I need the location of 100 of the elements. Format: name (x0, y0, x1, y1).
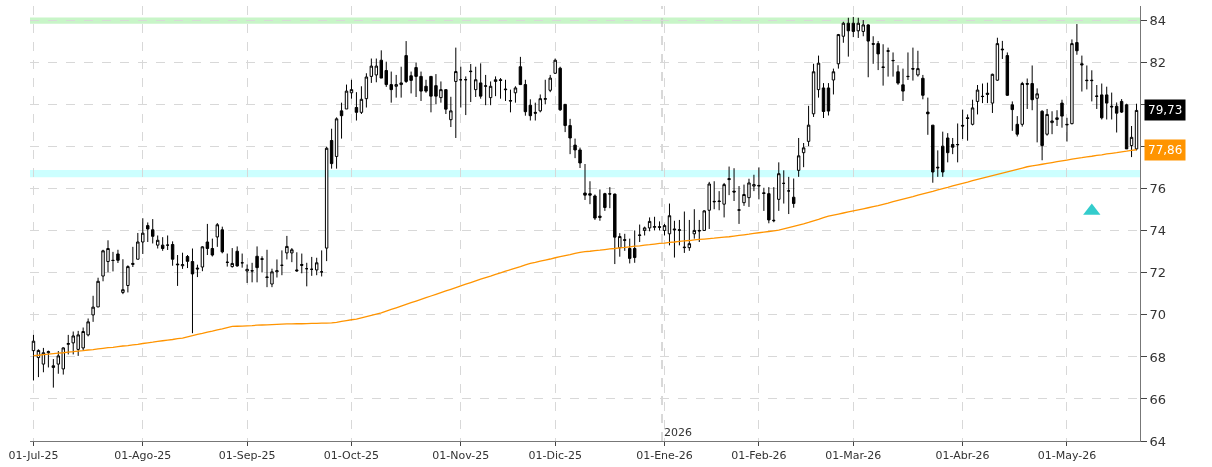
candlestick (891, 51, 895, 78)
x-tick-label: 01-Ago-25 (114, 449, 172, 463)
y-tick-label: 82 (1149, 55, 1167, 71)
candlestick (811, 63, 816, 118)
candlestick (1104, 86, 1109, 120)
candlestick (955, 122, 960, 163)
candlestick (205, 223, 210, 256)
ref-line-label: 2026 (664, 426, 692, 439)
x-tick-label: 01-Nov-25 (432, 449, 490, 463)
candlestick (225, 253, 229, 268)
x-tick-label: 01-Mar-26 (825, 449, 882, 463)
candlestick (46, 350, 51, 368)
candlestick (901, 68, 905, 102)
candlestick (1055, 109, 1059, 127)
candlestick (647, 216, 652, 232)
candlestick (36, 348, 41, 378)
y-tick-label: 84 (1149, 13, 1167, 29)
line-series (32, 149, 1138, 357)
candlestick (319, 249, 324, 277)
candlestick (240, 253, 244, 269)
text: 77,86 (1148, 143, 1183, 157)
candlestick (1010, 100, 1015, 132)
candlestick (831, 68, 836, 95)
candlestick (126, 264, 130, 293)
candlestick (300, 253, 304, 274)
candlestick (657, 220, 662, 231)
candlestick (926, 97, 930, 136)
candlestick (801, 142, 806, 168)
candlestick (826, 82, 831, 116)
candlestick (170, 240, 175, 267)
candlestick (791, 178, 796, 209)
candlestick (921, 74, 925, 100)
candlestick (195, 264, 200, 278)
candlestick (782, 169, 786, 205)
y-tick-label: 70 (1149, 307, 1167, 323)
candlestick (175, 254, 180, 287)
candlestick (498, 77, 503, 100)
candlestick (667, 203, 672, 246)
candlestick (990, 73, 995, 114)
candlestick (637, 224, 642, 243)
candlestick (469, 63, 473, 103)
candlestick (354, 91, 359, 122)
candlestick (821, 82, 826, 119)
candlestick (131, 246, 135, 268)
candlestick (677, 219, 682, 246)
candlestick (737, 185, 741, 225)
candlestick (970, 99, 975, 126)
candlestick (51, 358, 56, 389)
candlestick (349, 79, 354, 100)
candlestick (1000, 40, 1005, 60)
candlestick (652, 216, 657, 231)
candlestick (180, 252, 185, 270)
x-tick-label: 01-Oct-25 (323, 449, 380, 463)
candlestick (727, 166, 731, 196)
candlestick (334, 116, 339, 170)
candlestick (1065, 117, 1069, 143)
candlestick (965, 113, 970, 142)
candlestick (31, 334, 36, 381)
candlestick (886, 47, 890, 78)
candlestick (41, 347, 46, 373)
y-tick-label: 72 (1149, 265, 1167, 281)
y-tick-label: 76 (1149, 181, 1167, 197)
candlestick (295, 251, 299, 273)
candlestick (1005, 51, 1010, 97)
candlestick (464, 75, 468, 116)
candlestick (310, 256, 314, 277)
x-tick-label: 01-Abr-26 (935, 449, 990, 463)
y-tick-label: 74 (1149, 223, 1167, 239)
y-tick-label: 66 (1149, 391, 1167, 407)
candlestick (816, 55, 821, 99)
candlestick (56, 350, 61, 375)
candlestick (777, 161, 781, 212)
candlestick (682, 211, 687, 254)
y-tick-label: 64 (1149, 433, 1167, 449)
candlestick (662, 223, 667, 236)
candlestick (906, 51, 910, 81)
candlestick (454, 47, 458, 139)
candlestick (548, 74, 552, 93)
candlestick (975, 84, 980, 115)
candlestick (314, 257, 319, 276)
candlestick (200, 245, 205, 272)
candlestick (503, 79, 508, 102)
candlestick (280, 249, 284, 276)
candlestick (846, 17, 851, 58)
candlestick (339, 102, 344, 140)
candlestick (459, 66, 463, 108)
candlestick (1060, 99, 1064, 129)
candlestick (1129, 125, 1134, 158)
candlestick (985, 82, 990, 104)
x-tick-label: 01-Feb-26 (731, 449, 787, 463)
candlestick (1080, 55, 1084, 93)
candlestick (185, 254, 190, 269)
candlestick (796, 137, 801, 178)
candlestick (190, 248, 195, 334)
candlestick (881, 43, 885, 87)
candlestick (787, 176, 791, 215)
candlestick (160, 236, 165, 252)
text: 79,73 (1148, 103, 1183, 117)
candlestick (806, 105, 811, 147)
candlestick (896, 64, 900, 86)
